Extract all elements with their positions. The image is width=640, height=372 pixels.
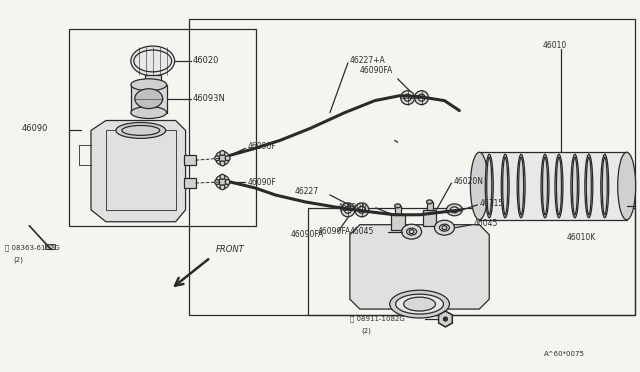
Bar xyxy=(479,152,627,220)
Text: ⓝ 08911-1082G: ⓝ 08911-1082G xyxy=(350,316,404,322)
Bar xyxy=(426,202,433,210)
Bar xyxy=(308,208,635,315)
Bar xyxy=(106,131,175,210)
Circle shape xyxy=(216,151,229,165)
Ellipse shape xyxy=(586,157,591,215)
Ellipse shape xyxy=(601,154,609,218)
Bar xyxy=(189,19,635,315)
Circle shape xyxy=(404,94,411,101)
Bar xyxy=(184,155,196,165)
Bar xyxy=(390,214,404,230)
Ellipse shape xyxy=(426,200,433,204)
Text: 46045: 46045 xyxy=(350,227,374,236)
Ellipse shape xyxy=(395,204,401,208)
Text: 46090F: 46090F xyxy=(247,177,276,186)
Text: (2): (2) xyxy=(362,328,372,334)
Ellipse shape xyxy=(502,157,508,215)
Ellipse shape xyxy=(406,228,417,235)
Text: 46090F: 46090F xyxy=(247,142,276,151)
Ellipse shape xyxy=(116,122,166,138)
Text: 46090FA: 46090FA xyxy=(290,230,323,239)
Circle shape xyxy=(220,151,225,155)
Ellipse shape xyxy=(409,230,414,234)
Circle shape xyxy=(220,185,225,190)
Circle shape xyxy=(216,175,229,189)
Ellipse shape xyxy=(440,224,449,231)
Ellipse shape xyxy=(618,152,636,220)
Ellipse shape xyxy=(517,154,525,218)
Ellipse shape xyxy=(518,157,524,215)
Circle shape xyxy=(225,180,230,185)
Bar xyxy=(184,178,196,188)
Circle shape xyxy=(215,156,220,161)
Polygon shape xyxy=(91,121,186,222)
Text: Ⓢ 08363-6162G: Ⓢ 08363-6162G xyxy=(5,244,60,251)
Text: 46093N: 46093N xyxy=(193,94,225,103)
Circle shape xyxy=(225,156,230,161)
Ellipse shape xyxy=(470,152,488,220)
Ellipse shape xyxy=(131,79,166,91)
Ellipse shape xyxy=(485,154,493,218)
Text: A^60*0075: A^60*0075 xyxy=(544,351,585,357)
Ellipse shape xyxy=(571,154,579,218)
Text: 46090: 46090 xyxy=(21,124,47,133)
Text: 46227: 46227 xyxy=(295,187,319,196)
Text: (2): (2) xyxy=(13,256,23,263)
Circle shape xyxy=(444,317,447,321)
Ellipse shape xyxy=(435,220,454,235)
Circle shape xyxy=(418,94,425,101)
Ellipse shape xyxy=(501,154,509,218)
Ellipse shape xyxy=(135,89,163,109)
Circle shape xyxy=(220,161,225,166)
Ellipse shape xyxy=(487,157,492,215)
Ellipse shape xyxy=(556,157,561,215)
Bar xyxy=(422,210,436,226)
Circle shape xyxy=(415,91,429,105)
Circle shape xyxy=(341,203,355,217)
Ellipse shape xyxy=(396,294,444,314)
Ellipse shape xyxy=(451,207,458,213)
Bar xyxy=(145,75,161,83)
Text: 46090FA: 46090FA xyxy=(360,66,393,76)
Ellipse shape xyxy=(402,224,422,239)
Ellipse shape xyxy=(390,290,449,318)
Polygon shape xyxy=(438,311,452,327)
Ellipse shape xyxy=(585,154,593,218)
Ellipse shape xyxy=(442,226,447,230)
Ellipse shape xyxy=(541,154,549,218)
Bar xyxy=(131,85,166,113)
Text: 46020N: 46020N xyxy=(453,177,483,186)
Ellipse shape xyxy=(447,204,462,216)
Ellipse shape xyxy=(404,297,435,311)
Bar xyxy=(45,244,55,248)
Text: FRONT: FRONT xyxy=(216,245,244,254)
Polygon shape xyxy=(350,225,489,309)
Circle shape xyxy=(215,180,220,185)
Ellipse shape xyxy=(543,157,547,215)
Text: 46715: 46715 xyxy=(479,199,504,208)
Bar xyxy=(69,29,256,226)
Text: 46227+A: 46227+A xyxy=(350,57,386,65)
Text: 46090FA: 46090FA xyxy=(318,227,351,236)
Text: 46010: 46010 xyxy=(543,41,567,49)
Text: 46045: 46045 xyxy=(474,219,498,228)
Circle shape xyxy=(401,91,415,105)
Circle shape xyxy=(358,206,365,213)
Text: 46020N: 46020N xyxy=(338,203,368,212)
Ellipse shape xyxy=(131,46,175,76)
Circle shape xyxy=(219,154,227,162)
Text: 46010K: 46010K xyxy=(567,233,596,242)
Bar xyxy=(395,206,401,214)
Ellipse shape xyxy=(555,154,563,218)
Circle shape xyxy=(355,203,369,217)
Circle shape xyxy=(220,174,225,179)
Circle shape xyxy=(219,178,227,186)
Ellipse shape xyxy=(572,157,577,215)
Circle shape xyxy=(344,206,351,213)
Ellipse shape xyxy=(602,157,607,215)
Ellipse shape xyxy=(131,107,166,119)
Text: 46020: 46020 xyxy=(193,57,219,65)
